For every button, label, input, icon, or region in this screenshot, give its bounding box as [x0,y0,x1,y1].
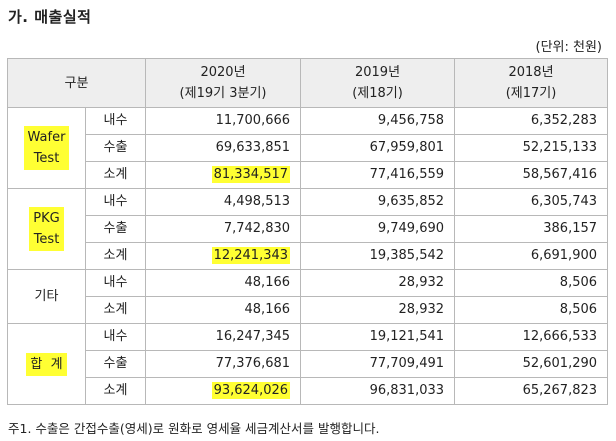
highlighted-value: 81,334,517 [211,166,291,183]
value-2020: 7,742,830 [145,215,302,243]
value-2018: 58,567,416 [454,161,609,189]
value-2019: 28,932 [300,296,456,324]
header-2019-year: 2019년 [354,65,401,80]
value-2019: 77,709,491 [300,350,456,378]
group-label-line2: Test [33,232,60,247]
table-row: PKG Test 내수 4,498,513 9,635,852 6,305,74… [7,188,609,270]
table-row: 소계 93,624,026 96,831,033 65,267,823 [8,377,609,405]
value-2018: 65,267,823 [454,377,609,405]
value-2019: 19,121,541 [300,323,456,351]
table-header-row: 구분 2020년 (제19기 3분기) 2019년 (제18기) 2018년 (… [6,58,609,108]
sub-category: 수출 [84,215,147,243]
value-2019: 67,959,801 [300,134,456,162]
value-2019: 28,932 [300,269,456,297]
value-2020: 77,376,681 [145,350,302,378]
header-2018-period: (제17기) [505,86,557,101]
value-2018: 6,691,900 [454,242,609,270]
value-2019: 9,749,690 [300,215,456,243]
value-2019: 77,416,559 [300,161,456,189]
sub-category: 소계 [84,296,147,324]
header-2018-year: 2018년 [508,65,554,80]
value-2019: 96,831,033 [300,377,456,405]
sub-category: 내수 [84,107,147,135]
value-2018: 6,305,743 [454,188,609,216]
group-label-line1: PKG [33,211,60,226]
header-2020-period: (제19기 3분기) [179,86,267,101]
sub-category: 내수 [84,269,147,297]
highlighted-value: 93,624,026 [211,382,291,399]
sub-category: 내수 [84,323,147,351]
sub-category: 소계 [84,161,147,189]
table-row: 합 계 내수 16,247,345 19,121,541 12,666,533 [7,323,609,405]
group-wafer-test: Wafer Test [7,107,86,189]
header-2019-period: (제18기) [352,86,403,101]
footnote: 주1. 수출은 간접수출(영세)로 원화로 영세율 세금계산서를 발행합니다. [8,421,380,436]
group-label-line2: Test [33,151,60,166]
value-2020: 81,334,517 [145,161,302,189]
value-2018: 12,666,533 [454,323,609,351]
value-2020: 93,624,026 [145,377,302,405]
sales-table: 구분 2020년 (제19기 3분기) 2019년 (제18기) 2018년 (… [6,58,609,405]
value-2019: 9,635,852 [300,188,456,216]
table-row: 소계 12,241,343 19,385,542 6,691,900 [8,242,609,270]
sub-category: 내수 [84,188,147,216]
value-2020: 4,498,513 [145,188,302,216]
sub-category: 소계 [84,242,147,270]
value-2019: 19,385,542 [300,242,456,270]
value-2020: 11,700,666 [145,107,302,135]
value-2018: 8,506 [454,296,609,324]
sub-category: 소계 [84,377,147,405]
value-2018: 6,352,283 [454,107,609,135]
group-label-highlight: Wafer Test [23,126,70,170]
unit-label: (단위: 천원) [535,40,603,55]
table-row: 수출 7,742,830 9,749,690 386,157 [8,215,609,243]
group-pkg-test: PKG Test [7,188,86,270]
header-category: 구분 [6,58,147,108]
group-total: 합 계 [7,323,86,405]
value-2020: 48,166 [145,269,302,297]
group-other: 기타 [7,269,86,324]
table-row: 소계 48,166 28,932 8,506 [8,296,609,324]
header-2020-year: 2020년 [200,65,246,80]
table-row: 기타 내수 48,166 28,932 8,506 [7,269,609,324]
group-label-line1: Wafer [27,130,66,145]
sub-category: 수출 [84,350,147,378]
table-row: Wafer Test 내수 11,700,666 9,456,758 6,352… [7,107,609,189]
table-row: 수출 69,633,851 67,959,801 52,215,133 [8,134,609,162]
value-2020: 12,241,343 [145,242,302,270]
value-2018: 52,215,133 [454,134,609,162]
highlighted-value: 12,241,343 [211,247,291,264]
header-2018: 2018년 (제17기) [454,58,609,108]
sub-category: 수출 [84,134,147,162]
value-2018: 52,601,290 [454,350,609,378]
table-row: 소계 81,334,517 77,416,559 58,567,416 [8,161,609,189]
table-row: 수출 77,376,681 77,709,491 52,601,290 [8,350,609,378]
value-2020: 16,247,345 [145,323,302,351]
group-label-highlight: PKG Test [29,207,64,251]
value-2018: 8,506 [454,269,609,297]
header-2020: 2020년 (제19기 3분기) [145,58,302,108]
value-2019: 9,456,758 [300,107,456,135]
group-label-highlight: 합 계 [26,352,67,376]
section-title: 가. 매출실적 [8,8,92,26]
value-2020: 48,166 [145,296,302,324]
header-2019: 2019년 (제18기) [300,58,456,108]
value-2018: 386,157 [454,215,609,243]
value-2020: 69,633,851 [145,134,302,162]
